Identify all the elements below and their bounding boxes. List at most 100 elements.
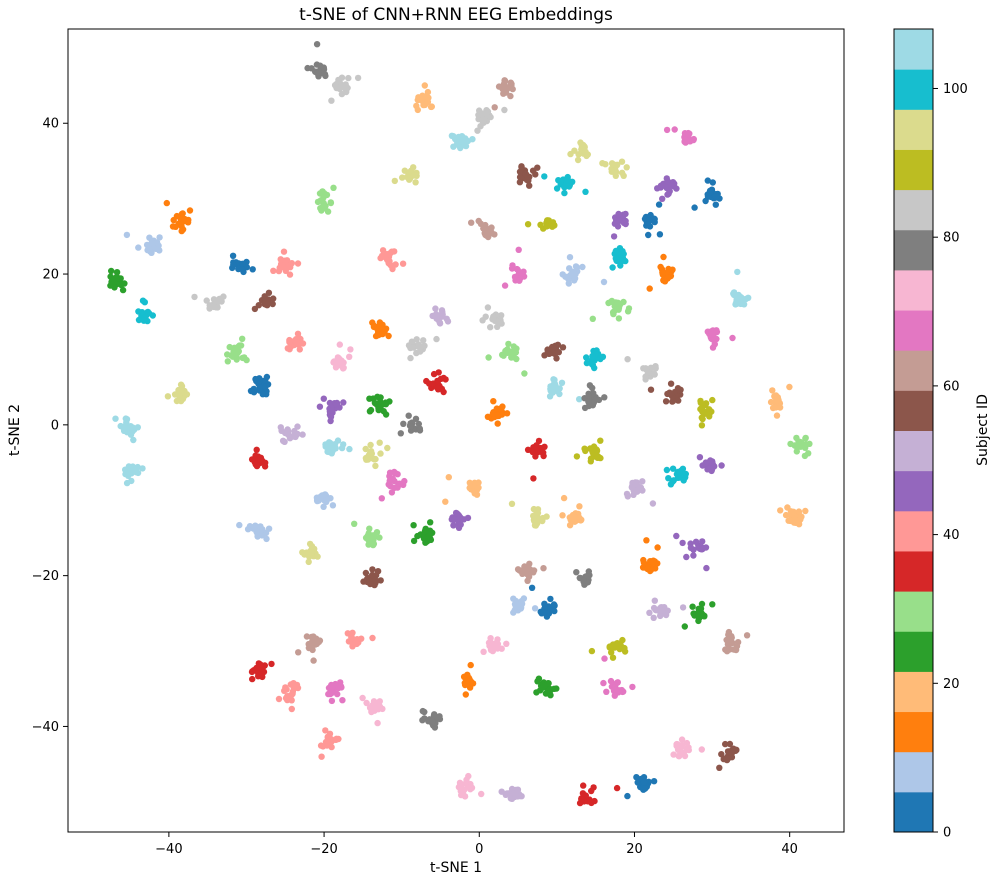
scatter-point bbox=[679, 539, 686, 547]
scatter-point bbox=[338, 359, 346, 366]
scatter-point bbox=[175, 392, 183, 399]
scatter-point bbox=[229, 252, 237, 259]
scatter-point bbox=[421, 527, 429, 535]
scatter-point bbox=[681, 623, 688, 630]
scatter-point bbox=[314, 553, 321, 560]
scatter-point bbox=[495, 319, 502, 327]
scatter-point bbox=[514, 566, 522, 573]
scatter-point bbox=[367, 441, 374, 449]
scatter-point bbox=[364, 456, 372, 463]
scatter-point bbox=[294, 423, 301, 430]
scatter-point bbox=[480, 648, 487, 655]
scatter-point bbox=[433, 335, 440, 343]
cluster bbox=[484, 398, 511, 427]
cluster bbox=[448, 509, 472, 531]
scatter-point bbox=[321, 71, 329, 78]
scatter-point bbox=[353, 640, 360, 648]
scatter-point bbox=[346, 353, 353, 360]
scatter-point bbox=[249, 675, 256, 683]
cluster bbox=[229, 252, 256, 276]
cluster bbox=[508, 500, 550, 529]
scatter-point bbox=[689, 603, 696, 610]
scatter-point bbox=[613, 686, 620, 693]
scatter-point bbox=[497, 406, 505, 414]
scatter-point bbox=[545, 217, 552, 224]
scatter-point bbox=[566, 254, 574, 261]
cluster bbox=[248, 660, 275, 683]
colorbar-tick-label: 0 bbox=[943, 826, 951, 841]
y-axis-ticks: −40 −20 0 20 40 bbox=[32, 117, 68, 735]
scatter-point bbox=[113, 269, 121, 276]
scatter-point bbox=[570, 515, 578, 522]
cluster bbox=[576, 782, 621, 807]
scatter-point bbox=[624, 308, 632, 315]
scatter-point bbox=[669, 397, 677, 405]
scatter-point bbox=[667, 481, 675, 488]
scatter-point bbox=[560, 494, 568, 502]
scatter-point bbox=[503, 640, 510, 647]
scatter-point bbox=[673, 185, 680, 192]
scatter-point bbox=[265, 289, 273, 296]
scatter-point bbox=[127, 423, 134, 430]
scatter-point bbox=[659, 270, 666, 277]
colorbar-segment bbox=[894, 751, 933, 793]
scatter-point bbox=[619, 257, 626, 265]
scatter-point bbox=[444, 318, 452, 325]
scatter-point bbox=[367, 406, 375, 414]
scatter-point bbox=[565, 280, 572, 287]
scatter-point bbox=[236, 521, 243, 529]
scatter-point bbox=[377, 577, 384, 584]
scatter-point bbox=[342, 81, 349, 88]
cluster bbox=[284, 330, 307, 353]
scatter-point bbox=[591, 364, 598, 372]
x-axis-label: t-SNE 1 bbox=[430, 860, 482, 875]
scatter-point bbox=[385, 332, 392, 340]
scatter-point bbox=[544, 348, 551, 355]
scatter-point bbox=[613, 784, 621, 792]
scatter-point bbox=[549, 222, 556, 230]
scatter-point bbox=[426, 527, 434, 534]
scatter-point bbox=[534, 678, 541, 685]
scatter-point bbox=[257, 523, 264, 530]
cluster bbox=[191, 293, 227, 312]
colorbar-segment bbox=[894, 711, 933, 753]
scatter-point bbox=[437, 375, 445, 382]
scatter-point bbox=[292, 433, 299, 441]
scatter-point bbox=[601, 394, 608, 401]
scatter-point bbox=[291, 427, 298, 435]
scatter-point bbox=[348, 634, 355, 641]
scatter-point bbox=[372, 576, 379, 584]
cluster bbox=[559, 494, 585, 529]
scatter-point bbox=[329, 502, 337, 509]
scatter-point bbox=[239, 335, 246, 342]
scatter-point bbox=[615, 210, 622, 218]
cluster bbox=[516, 163, 541, 189]
scatter-point bbox=[146, 248, 154, 255]
scatter-point bbox=[179, 210, 186, 217]
scatter-point bbox=[581, 445, 588, 452]
scatter-point bbox=[304, 64, 311, 72]
scatter-point bbox=[305, 558, 312, 566]
scatter-point bbox=[675, 397, 682, 404]
colorbar-frame bbox=[893, 28, 934, 833]
scatter-point bbox=[296, 346, 303, 353]
scatter-point bbox=[467, 786, 474, 793]
scatter-point bbox=[611, 308, 618, 315]
scatter-point bbox=[139, 297, 147, 304]
scatter-point bbox=[119, 286, 127, 294]
cluster bbox=[468, 217, 498, 241]
scatter-point bbox=[663, 126, 671, 134]
scatter-point bbox=[508, 500, 516, 507]
scatter-point bbox=[351, 520, 358, 527]
scatter-point bbox=[382, 411, 390, 418]
scatter-point bbox=[588, 647, 596, 655]
scatter-point bbox=[698, 414, 705, 421]
scatter-point bbox=[699, 538, 706, 545]
scatter-point bbox=[301, 550, 308, 558]
scatter-point bbox=[140, 317, 148, 324]
scatter-point bbox=[321, 491, 329, 498]
cluster bbox=[588, 636, 629, 661]
scatter-point bbox=[534, 164, 541, 171]
scatter-point bbox=[657, 184, 664, 191]
scatter-point bbox=[588, 799, 595, 807]
